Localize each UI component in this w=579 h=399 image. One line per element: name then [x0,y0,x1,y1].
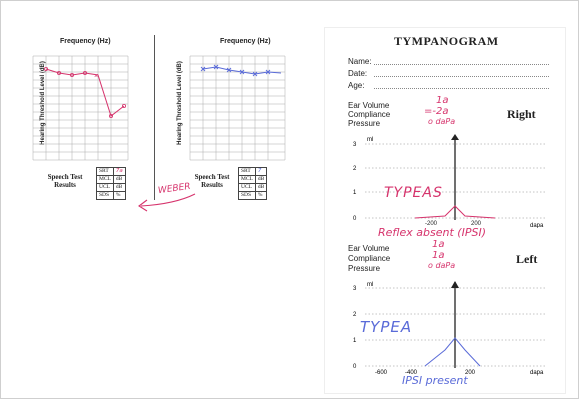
right-tymp-chart: ml 3 2 1 0 dapa [353,134,545,228]
right-speech-test-label: Speech Test [194,173,230,181]
svg-text:ml: ml [367,137,373,143]
left-audiogram-grid: × [32,55,129,161]
l-ear-volume-label: Ear Volume [348,244,390,253]
left-threshold-line [45,68,125,117]
svg-text:dapa: dapa [530,370,544,376]
svg-text:dapa: dapa [530,223,544,228]
left-ucl-value: dB [112,183,126,192]
row-ucl: UCL [96,183,114,192]
left-freq-label: Frequency (Hz) [60,38,111,45]
l-reflex-annotation: IPSI present [402,374,468,387]
weber-arrow [138,193,196,212]
r-tick-200: 200 [471,221,482,227]
r-pressure-value: o daPa [428,117,456,126]
left-srt-value: 7a [112,167,126,176]
svg-text:2: 2 [353,312,357,318]
left-speech-test-label: Speech Test [47,173,83,181]
r-ear-volume-label: Ear Volume [348,101,390,110]
r-type-annotation: TYPEAS [384,185,443,201]
left-results-label: Results [54,181,76,189]
svg-text:1: 1 [353,338,357,344]
right-freq-label: Frequency (Hz) [220,38,271,45]
name-label: Name: [348,57,372,66]
age-label: Age: [348,81,365,90]
svg-text:0: 0 [353,216,357,222]
svg-text:×: × [94,73,98,80]
left-sds-value: % [112,191,126,200]
right-srt-value: 7 [254,167,268,176]
row-sds: SDS [96,191,114,200]
r-tick-m200: -200 [425,221,438,227]
row-srt: SRT [96,167,114,176]
right-ear-heading: Right [507,107,536,121]
svg-text:0: 0 [353,364,357,370]
right-speech-table: SRT 7 MCL dB UCL dB SDS% [238,167,268,200]
l-pressure-label: Pressure [348,264,381,273]
date-line [374,76,549,77]
r-compliance-label: Compliance [348,110,391,119]
age-line [374,88,549,89]
svg-text:1: 1 [353,190,357,196]
r-reflex-annotation: Reflex absent (IPSI) [378,226,486,239]
name-line [374,64,549,65]
r-compliance-value: =-2a [424,106,449,117]
r-pressure-label: Pressure [348,119,381,128]
svg-text:ml: ml [367,282,373,288]
left-tymp-chart: ml 3 2 1 0 -600 -400 200 dapa [353,281,545,376]
svg-text:-400: -400 [405,370,418,376]
left-speech-table: SRT 7a MCL dB UCL dB SDS% [96,167,126,200]
l-type-annotation: TYPEA [360,318,413,336]
right-audiogram-grid [189,55,286,161]
l-pressure-value: o daPa [428,261,456,270]
svg-text:3: 3 [353,142,357,148]
svg-text:-600: -600 [375,370,388,376]
right-y-label: Hearing Threshold Level (dB) [177,61,183,145]
l-compliance-value: 1a [432,250,445,261]
left-mcl-value: dB [112,175,126,184]
left-ear-heading: Left [516,252,538,266]
r-ear-volume-value: 1a [436,95,449,106]
audiogram-divider [154,35,155,200]
date-label: Date: [348,69,368,78]
svg-text:200: 200 [465,370,476,376]
l-compliance-label: Compliance [348,254,391,263]
tymp-title: TYMPANOGRAM [394,34,499,48]
right-results-label: Results [201,181,223,189]
row-mcl: MCL [96,175,114,184]
svg-text:3: 3 [353,286,357,292]
l-ear-volume-value: 1a [432,239,445,250]
svg-text:2: 2 [353,166,357,172]
